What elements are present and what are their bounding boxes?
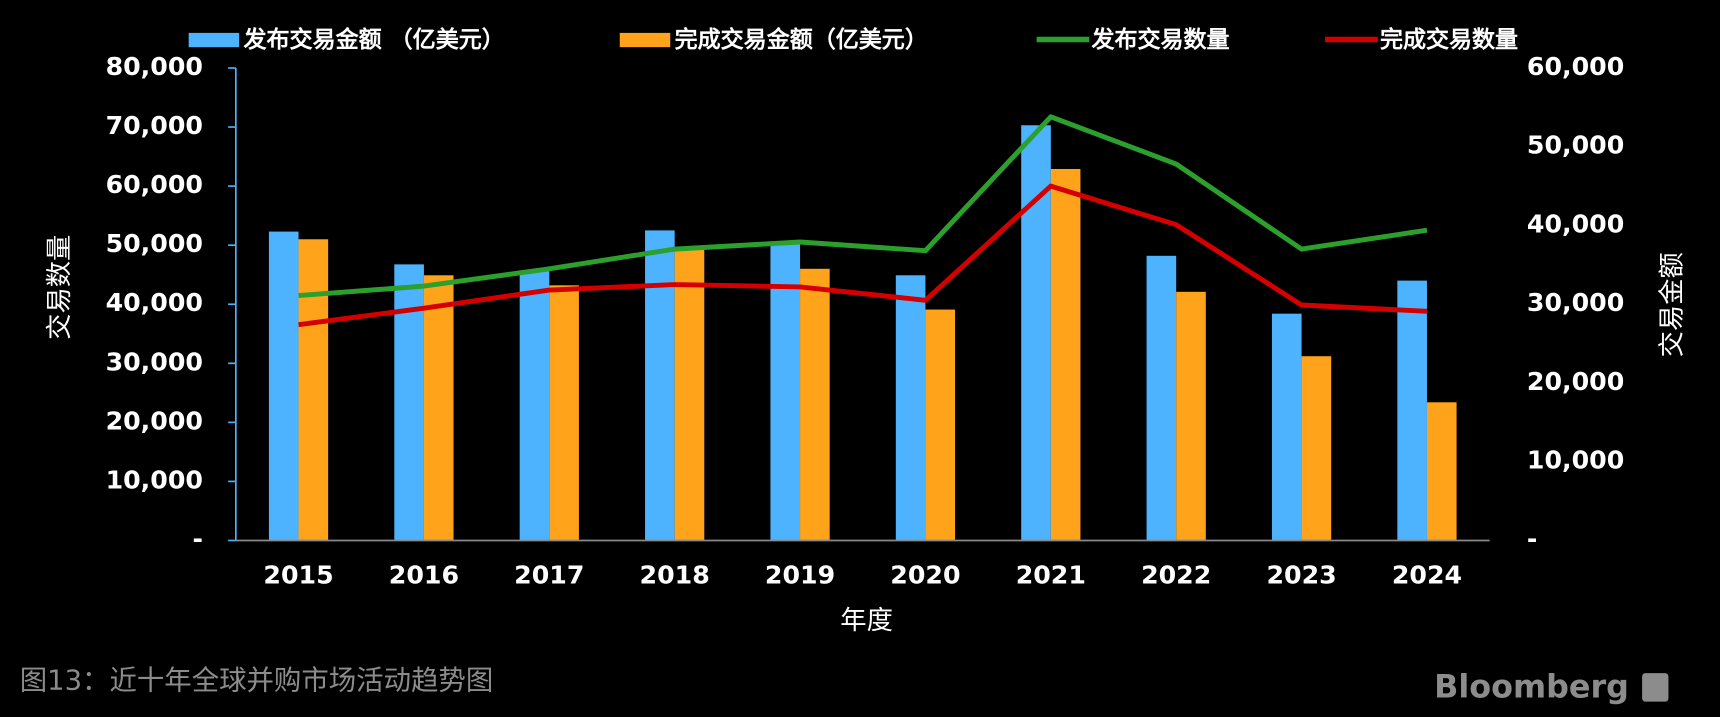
y2-tick-label: 60,000: [1527, 52, 1624, 81]
bar: [1146, 255, 1177, 541]
bar: [1050, 168, 1081, 541]
bar: [1397, 280, 1427, 541]
y2-tick-label: 20,000: [1527, 367, 1624, 396]
y2-tick-label: 40,000: [1527, 209, 1624, 238]
y-tick-label: -: [192, 524, 202, 553]
x-tick-label: 2024: [1392, 561, 1462, 590]
bar: [1426, 402, 1457, 541]
y2-tick-label: -: [1527, 524, 1537, 553]
bar: [645, 230, 675, 541]
bar: [519, 271, 550, 541]
x-tick-label: 2022: [1141, 561, 1211, 590]
bar: [1176, 291, 1206, 541]
x-tick-label: 2021: [1016, 561, 1086, 590]
y-tick-label: 20,000: [106, 406, 203, 435]
y-tick-label: 80,000: [106, 52, 203, 81]
bar: [298, 239, 329, 541]
y-tick-label: 10,000: [106, 465, 203, 494]
y2-axis-label: 交易金额: [1657, 252, 1687, 357]
y-tick-label: 70,000: [106, 111, 203, 140]
y-axis-label: 交易数量: [45, 235, 75, 340]
legend-swatch: [188, 32, 240, 48]
y-tick-label: 30,000: [106, 347, 203, 376]
bar: [549, 285, 579, 541]
x-tick-label: 2018: [640, 561, 710, 590]
legend-label: 完成交易金额（亿美元）: [675, 26, 928, 53]
y2-tick-label: 30,000: [1527, 288, 1624, 317]
x-tick-label: 2023: [1266, 561, 1336, 590]
x-tick-label: 2016: [389, 561, 459, 590]
legend-swatch: [619, 32, 671, 48]
legend-label: 完成交易数量: [1380, 26, 1518, 53]
y2-tick-label: 10,000: [1527, 446, 1624, 475]
line-series: [298, 183, 1428, 328]
bar: [423, 275, 454, 541]
y-tick-label: 40,000: [106, 288, 203, 317]
bar: [800, 268, 830, 541]
bar: [770, 241, 801, 541]
source: Bloomberg: [1434, 669, 1629, 706]
bar: [925, 309, 956, 541]
legend-label: 发布交易金额 （亿美元）: [243, 26, 505, 53]
bar: [674, 249, 705, 541]
line-series: [298, 114, 1428, 299]
x-tick-label: 2017: [514, 561, 584, 590]
x-tick-label: 2019: [765, 561, 835, 590]
legend-label: 发布交易数量: [1090, 26, 1229, 53]
bar: [268, 231, 299, 541]
bar: [1301, 356, 1332, 541]
y-tick-label: 60,000: [106, 170, 203, 199]
x-tick-label: 2020: [890, 561, 960, 590]
bar: [895, 275, 926, 541]
x-axis-label: 年度: [840, 606, 893, 636]
x-tick-label: 2015: [263, 561, 333, 590]
y2-tick-label: 50,000: [1527, 131, 1624, 160]
logo-icon: [1642, 673, 1669, 702]
bar: [1021, 125, 1051, 541]
y-tick-label: 50,000: [106, 229, 203, 258]
caption: 图13：近十年全球并购市场活动趋势图: [20, 665, 494, 696]
bar: [394, 264, 424, 541]
bar: [1271, 313, 1302, 541]
